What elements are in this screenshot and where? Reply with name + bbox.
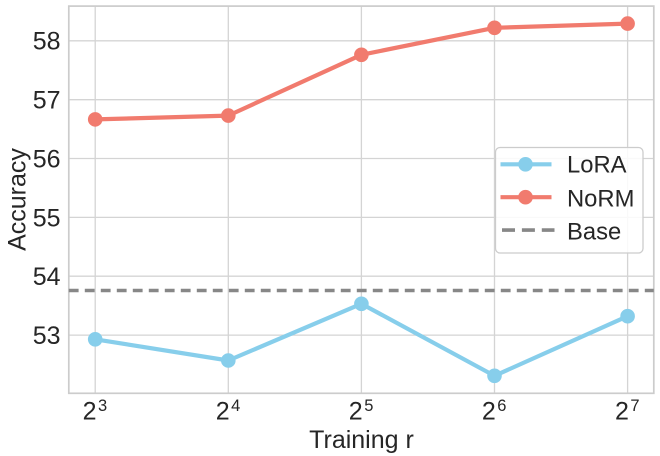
svg-text:54: 54: [33, 263, 61, 291]
svg-text:58: 58: [33, 28, 61, 56]
svg-text:Accuracy: Accuracy: [4, 148, 32, 251]
svg-text:NoRM: NoRM: [567, 185, 634, 212]
svg-text:53: 53: [33, 322, 61, 350]
svg-text:Training r: Training r: [309, 426, 414, 454]
svg-text:LoRA: LoRA: [567, 151, 627, 178]
svg-text:57: 57: [33, 87, 61, 115]
svg-text:23: 23: [83, 397, 108, 426]
svg-text:55: 55: [33, 204, 61, 232]
svg-text:56: 56: [33, 145, 61, 173]
svg-text:Base: Base: [567, 218, 621, 245]
